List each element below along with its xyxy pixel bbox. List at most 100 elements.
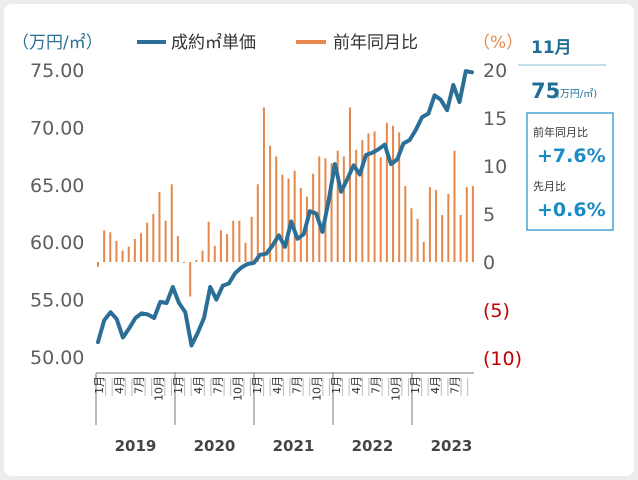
- yoy-bar: [256, 184, 259, 262]
- x-year-label: 2020: [194, 437, 236, 455]
- yoy-bar: [238, 220, 241, 262]
- yoy-bar: [232, 220, 235, 262]
- yoy-bar: [97, 262, 99, 267]
- side-yoy-value: +7.6%: [537, 145, 606, 167]
- yoy-bar: [428, 187, 431, 262]
- x-month-label: 1月: [409, 376, 422, 394]
- x-year-label: 2023: [431, 437, 473, 455]
- y-left-unit-label: （万円/㎡）: [12, 33, 103, 53]
- yoy-bar: [103, 230, 106, 262]
- side-panel: 11月 75 (万円/㎡) 前年同月比 +7.6% 先月比 +0.6%: [518, 38, 614, 231]
- yoy-bar: [269, 145, 272, 262]
- yoy-bar: [355, 149, 358, 262]
- x-month-label: 1月: [172, 376, 185, 394]
- legend-line-label: 成約㎡単価: [171, 33, 256, 53]
- yoy-bar: [453, 150, 456, 262]
- x-month-label: 7月: [212, 376, 225, 394]
- yoy-bar: [342, 156, 345, 262]
- yoy-bar: [441, 214, 444, 262]
- yoy-bar: [416, 218, 419, 262]
- y-right-tick-label: 5: [483, 204, 495, 226]
- yoy-bar: [422, 241, 425, 262]
- yoy-bar: [121, 250, 124, 262]
- yoy-bar: [262, 107, 265, 262]
- x-month-label: 1月: [93, 376, 106, 394]
- yoy-bar: [170, 184, 173, 262]
- yoy-bar: [287, 178, 290, 262]
- yoy-bar: [201, 250, 204, 262]
- x-month-label: 4月: [113, 376, 126, 394]
- yoy-bar: [164, 220, 167, 262]
- yoy-bar: [367, 133, 370, 262]
- x-month-label: 7月: [133, 376, 146, 394]
- yoy-bar: [336, 150, 339, 262]
- yoy-bar: [213, 245, 216, 262]
- yoy-bar: [410, 208, 413, 262]
- yoy-bar: [250, 216, 253, 262]
- yoy-bar: [115, 240, 118, 262]
- yoy-bar: [140, 233, 143, 262]
- side-price-value: 75: [531, 79, 560, 103]
- yoy-bar: [392, 125, 395, 263]
- y-right-tick-label: (10): [483, 348, 522, 370]
- yoy-bar: [158, 191, 161, 262]
- yoy-bar: [244, 242, 247, 262]
- y-right-tick-label: 0: [483, 252, 495, 274]
- x-month-label: 10月: [231, 376, 244, 401]
- x-month-label: 10月: [389, 376, 402, 401]
- side-month: 11月: [531, 38, 572, 58]
- yoy-bar: [330, 163, 333, 262]
- yoy-bar: [275, 156, 278, 262]
- yoy-bar: [459, 214, 462, 262]
- y-right-tick-label: 10: [483, 156, 507, 178]
- y-left-tick-label: 65.00: [30, 175, 84, 197]
- x-month-label: 10月: [152, 376, 165, 401]
- yoy-bar: [471, 186, 474, 262]
- legend-bar-label: 前年同月比: [333, 33, 418, 53]
- yoy-bar: [176, 236, 179, 262]
- yoy-bar: [226, 234, 229, 262]
- y-right-tick-label: 15: [483, 108, 507, 130]
- y-right-unit-label: （%）: [473, 33, 523, 53]
- y-left-tick-label: 50.00: [30, 347, 84, 369]
- side-mom-value: +0.6%: [537, 199, 606, 221]
- x-month-label: 4月: [271, 376, 284, 394]
- side-stats-box: [526, 112, 614, 231]
- x-year-label: 2019: [115, 437, 157, 455]
- yoy-bar: [127, 246, 130, 262]
- yoy-bar: [385, 122, 388, 262]
- x-year-label: 2021: [273, 437, 315, 455]
- yoy-bar: [435, 190, 438, 262]
- yoy-bar: [146, 222, 149, 262]
- x-month-label: 4月: [429, 376, 442, 394]
- yoy-bar: [293, 170, 296, 262]
- side-mom-label: 先月比: [533, 180, 566, 193]
- yoy-bar: [447, 193, 450, 262]
- x-month-label: 1月: [330, 376, 343, 394]
- yoy-bar: [404, 186, 407, 262]
- yoy-bar: [109, 232, 112, 262]
- x-year-label: 2022: [352, 437, 394, 455]
- yoy-bar: [379, 157, 382, 262]
- yoy-bar: [349, 107, 351, 262]
- y-left-tick-label: 75.00: [30, 60, 84, 82]
- x-month-label: 4月: [192, 376, 205, 394]
- yoy-bar: [465, 187, 468, 262]
- side-price-unit: (万円/㎡): [556, 88, 597, 100]
- yoy-bar: [299, 188, 302, 262]
- x-month-label: 4月: [350, 376, 363, 394]
- yoy-bar: [195, 260, 198, 262]
- x-month-label: 7月: [370, 376, 383, 394]
- price-line: [96, 69, 474, 348]
- yoy-bar: [318, 156, 321, 262]
- yoy-bar: [373, 131, 376, 262]
- y-right-tick-label: (5): [483, 300, 510, 322]
- yoy-bar: [361, 140, 364, 262]
- x-month-label: 1月: [251, 376, 264, 394]
- x-month-label: 7月: [291, 376, 304, 394]
- y-left-tick-label: 70.00: [30, 117, 84, 139]
- y-left-tick-label: 60.00: [30, 232, 84, 254]
- yoy-bar: [207, 221, 210, 262]
- y-left-tick-label: 55.00: [30, 290, 84, 312]
